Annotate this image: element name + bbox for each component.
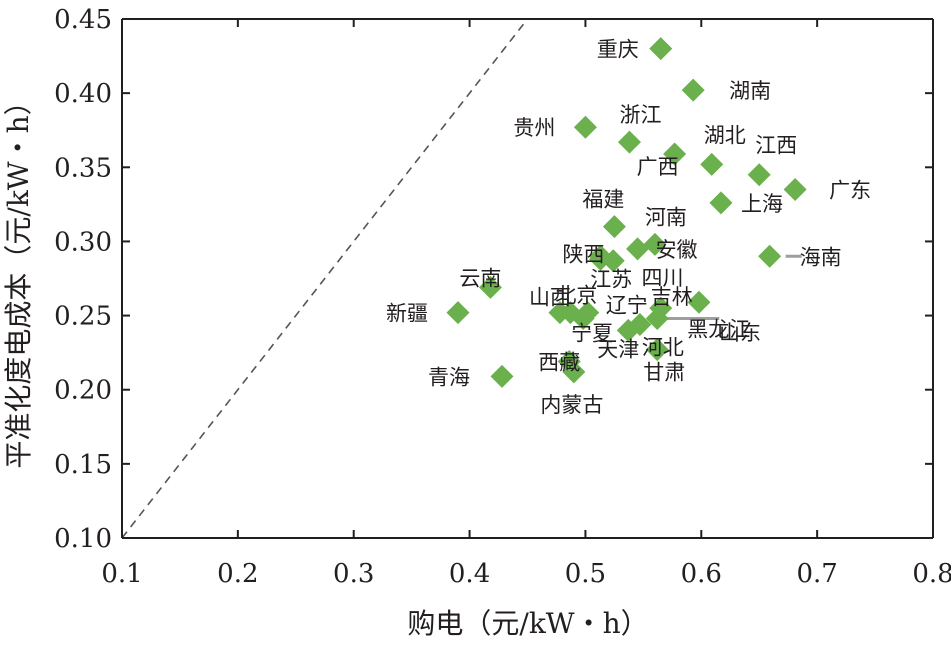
- data-point-layer: [446, 37, 807, 388]
- axes: 0.1 0.2 0.3 0.4 0.5 0.6 0.7 0.8 0.10 0.15 0.20 0.25…: [54, 5, 951, 589]
- data-point-label: 山东: [719, 321, 761, 345]
- reference-line-layer: [121, 18, 529, 539]
- data-point-label: 河南: [645, 205, 687, 229]
- data-point-diamond: [687, 290, 711, 314]
- x-tick-label: 0.2: [217, 559, 258, 589]
- data-point-label: 云南: [459, 266, 501, 290]
- data-point-label: 甘肃: [643, 361, 685, 385]
- data-point-diamond: [626, 237, 650, 261]
- data-point-diamond: [643, 232, 667, 256]
- data-point-label: 江西: [755, 134, 797, 158]
- x-tick-label: 0.6: [681, 559, 722, 589]
- data-point-diamond: [602, 215, 626, 239]
- x-tick-label: 0.1: [101, 559, 142, 589]
- y-axis-title: 平准化度电成本（元/kW・h）: [2, 87, 35, 468]
- reference-line-y-equals-x: [121, 18, 529, 539]
- data-point-diamond: [645, 338, 669, 362]
- data-point-label: 湖北: [704, 123, 746, 147]
- data-point-label: 重庆: [597, 38, 639, 62]
- x-tick-label: 0.8: [912, 559, 951, 589]
- y-tick-label: 0.20: [54, 376, 112, 406]
- x-tick-label: 0.5: [565, 559, 606, 589]
- data-point-label: 安徽: [656, 238, 698, 262]
- y-tick-label: 0.10: [54, 524, 112, 554]
- data-point-label: 辽宁: [606, 294, 648, 318]
- y-tick-label: 0.45: [54, 5, 112, 35]
- data-point-label: 山西: [529, 286, 571, 310]
- data-point-label: 上海: [741, 192, 783, 216]
- data-point-diamond: [573, 115, 597, 139]
- data-point-diamond: [663, 142, 687, 166]
- x-tick-label: 0.4: [449, 559, 490, 589]
- data-point-label: 宁夏: [571, 322, 613, 346]
- data-point-label: 贵州: [513, 116, 555, 140]
- leader-line-layer: [665, 254, 802, 321]
- y-tick-label: 0.25: [54, 302, 112, 332]
- data-point-label: 陕西: [562, 242, 604, 266]
- x-tick-label: 0.7: [796, 559, 837, 589]
- data-point-diamond: [758, 244, 782, 268]
- data-point-label: 广西: [637, 155, 679, 179]
- data-point-diamond: [747, 163, 771, 187]
- data-point-label: 湖南: [729, 79, 771, 103]
- data-point-label: 福建: [582, 188, 624, 212]
- y-tick-label: 0.15: [54, 450, 112, 480]
- data-point-diamond: [700, 152, 724, 176]
- data-point-diamond: [628, 312, 652, 336]
- data-point-label: 江苏: [590, 268, 632, 292]
- data-point-label: 广东: [829, 179, 871, 203]
- data-point-label: 北京: [555, 284, 597, 308]
- data-point-label: 河北: [642, 335, 684, 359]
- data-point-label: 天津: [597, 337, 639, 361]
- data-point-label: 浙江: [619, 103, 661, 127]
- data-point-diamond: [681, 78, 705, 102]
- data-point-diamond: [490, 364, 514, 388]
- data-point-label: 新疆: [386, 302, 428, 326]
- data-point-diamond: [645, 307, 669, 331]
- data-point-diamond: [478, 275, 502, 299]
- data-point-label: 黑龙江: [687, 318, 750, 342]
- data-point-diamond: [617, 130, 641, 154]
- y-tick-label: 0.40: [54, 79, 112, 109]
- data-point-diamond: [649, 37, 673, 61]
- data-point-diamond: [709, 191, 733, 215]
- data-point-label: 四川: [641, 266, 683, 290]
- data-point-diamond: [446, 301, 470, 325]
- data-point-diamond: [783, 178, 807, 202]
- y-tick-label: 0.35: [54, 153, 112, 183]
- data-point-diamond: [571, 307, 595, 331]
- x-axis-title: 购电（元/kW・h）: [407, 607, 648, 640]
- x-tick-label: 0.3: [333, 559, 374, 589]
- data-point-label: 青海: [428, 365, 470, 389]
- data-point-label: 内蒙古: [540, 393, 603, 417]
- data-point-label: 海南: [800, 245, 842, 269]
- data-point-diamond: [562, 360, 586, 384]
- data-point-label: 吉林: [651, 285, 693, 309]
- data-point-diamond: [588, 247, 612, 271]
- y-tick-label: 0.30: [54, 227, 112, 257]
- data-point-label: 西藏: [538, 351, 580, 375]
